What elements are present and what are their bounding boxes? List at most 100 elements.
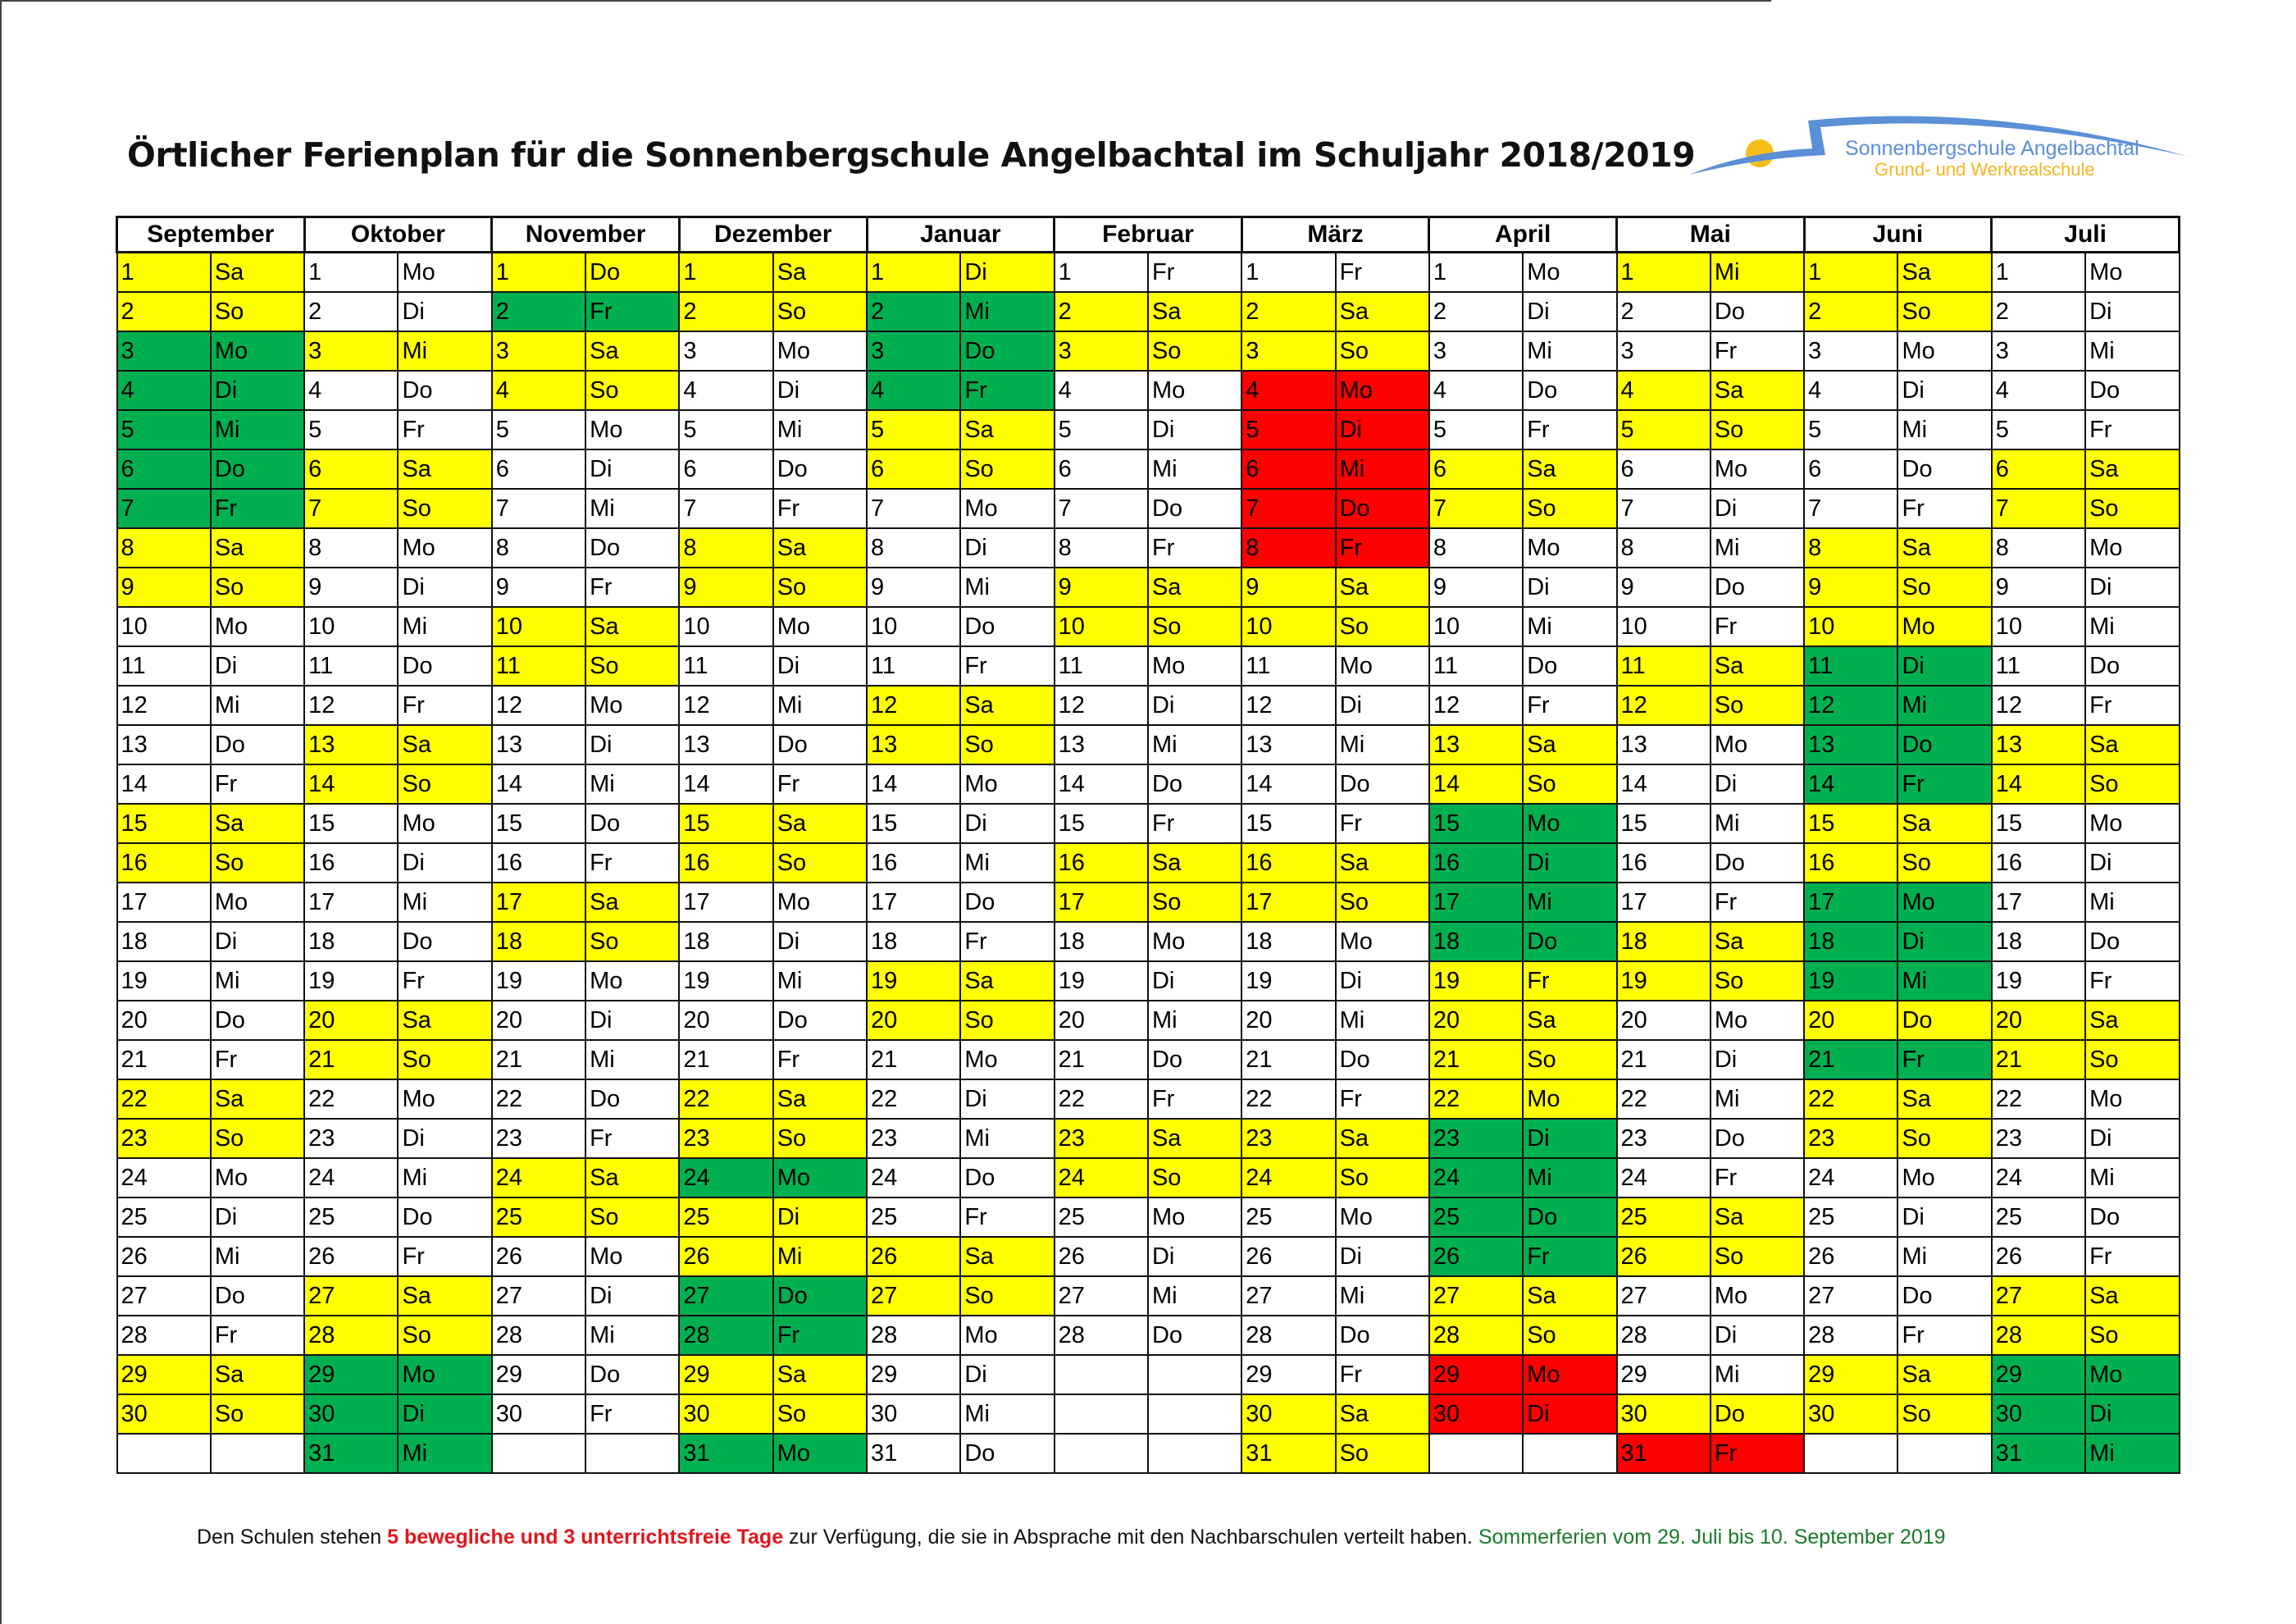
weekday: So <box>1334 606 1430 647</box>
day-number: 8 <box>865 527 962 568</box>
day-number: 11 <box>1241 645 1337 687</box>
weekday: Sa <box>1897 527 1993 568</box>
day-number: 28 <box>116 1315 212 1356</box>
day-number: 19 <box>1803 960 1899 1001</box>
day-number: 20 <box>678 1000 774 1041</box>
day-row: 17 Mo 17 Mi 17 Sa 17 Mo 17 Do 17 So 17 So 17 Mi 17 Fr 17 Mo… <box>116 882 2180 923</box>
day-number: 28 <box>1803 1315 1899 1356</box>
day-number: 31 <box>303 1433 399 1474</box>
weekday: Di <box>2084 1394 2180 1435</box>
day-number: 22 <box>116 1079 212 1120</box>
day-number: 6 <box>303 449 399 490</box>
day-number: 30 <box>303 1394 399 1435</box>
weekday: Do <box>1897 724 1993 765</box>
day-number: 6 <box>1053 449 1149 490</box>
day-number: 18 <box>1428 921 1524 962</box>
day-number: 16 <box>303 842 399 883</box>
weekday: Mo <box>1709 724 1806 765</box>
day-number: 23 <box>678 1118 774 1159</box>
day-number: 26 <box>1053 1236 1149 1277</box>
day-number: 2 <box>1241 291 1337 332</box>
weekday: Di <box>1522 842 1618 883</box>
day-number: 5 <box>1803 409 1899 450</box>
weekday: Sa <box>585 882 681 923</box>
day-number: 5 <box>1053 409 1149 450</box>
day-number: 30 <box>1428 1394 1524 1435</box>
weekday: Mo <box>585 960 681 1001</box>
day-number: 18 <box>1990 921 2087 962</box>
day-number: 13 <box>1990 724 2087 765</box>
weekday: Di <box>1522 1118 1618 1159</box>
weekday: Di <box>1897 921 1993 962</box>
weekday: Di <box>585 449 681 490</box>
weekday: Do <box>397 921 493 962</box>
day-number: 7 <box>1615 488 1711 529</box>
weekday: So <box>1897 291 1993 332</box>
weekday: Fr <box>1897 764 1993 805</box>
weekday: Mi <box>397 331 493 372</box>
weekday: Do <box>1709 1394 1806 1435</box>
weekday: So <box>209 291 306 332</box>
weekday: Fr <box>1709 882 1806 923</box>
weekday: Mi <box>2084 882 2180 923</box>
day-number: 27 <box>865 1275 962 1316</box>
day-number: 30 <box>1803 1394 1899 1435</box>
weekday: Di <box>959 803 1055 844</box>
day-number: 8 <box>1241 527 1337 568</box>
weekday: Do <box>1146 764 1243 805</box>
weekday: Sa <box>585 1157 681 1198</box>
weekday: Fr <box>2084 1236 2180 1277</box>
weekday: Mo <box>772 1433 868 1474</box>
day-number: 5 <box>1428 409 1524 450</box>
weekday: Sa <box>772 1354 868 1395</box>
weekday: Mi <box>397 882 493 923</box>
weekday: So <box>1522 764 1618 805</box>
weekday: Fr <box>1146 803 1243 844</box>
weekday: Di <box>209 1197 306 1238</box>
day-number: 11 <box>1803 645 1899 687</box>
weekday: Fr <box>1897 488 1993 529</box>
day-number: 19 <box>865 960 962 1001</box>
weekday: Fr <box>397 685 493 726</box>
day-row: 1 Sa 1 Mo 1 Do 1 Sa 1 Di 1 Fr 1 Fr 1 Mo 1 Mi 1 Sa 1 Mo <box>116 251 2180 293</box>
weekday: Fr <box>959 1197 1055 1238</box>
weekday: Mo <box>1522 251 1618 293</box>
day-number: 26 <box>865 1236 962 1277</box>
month-header: September <box>116 216 306 253</box>
day-number: 4 <box>1990 370 2087 411</box>
day-row: 30 So 30 Di 30 Fr 30 So 30 Mi 30 Sa 30 Di 30 Do 30 So 30 Di <box>116 1394 2180 1435</box>
day-number: 9 <box>1803 567 1899 608</box>
day-row: 22 Sa 22 Mo 22 Do 22 Sa 22 Di 22 Fr 22 Fr 22 Mo 22 Mi 22 Sa… <box>116 1079 2180 1120</box>
day-row: 3 Mo 3 Mi 3 Sa 3 Mo 3 Do 3 So 3 So 3 Mi 3 Fr 3 Mo 3 Mi <box>116 331 2180 372</box>
day-number: 26 <box>1990 1236 2087 1277</box>
day-row: 27 Do 27 Sa 27 Di 27 Do 27 So 27 Mi 27 Mi 27 Sa 27 Mo 27 Do… <box>116 1275 2180 1316</box>
day-number: 21 <box>1615 1039 1711 1080</box>
day-number: 17 <box>303 882 399 923</box>
day-number: 12 <box>1428 685 1524 726</box>
day-number: 21 <box>865 1039 962 1080</box>
day-number: 22 <box>678 1079 774 1120</box>
day-number: 8 <box>1428 527 1524 568</box>
weekday: Mo <box>209 1157 306 1198</box>
weekday: Mi <box>1897 409 1993 450</box>
weekday: Mo <box>772 606 868 647</box>
day-number: 27 <box>678 1275 774 1316</box>
weekday: Do <box>585 1079 681 1120</box>
day-number: 7 <box>116 488 212 529</box>
day-number: 11 <box>1990 645 2087 687</box>
weekday: Do <box>585 1354 681 1395</box>
weekday: Fr <box>1334 1079 1430 1120</box>
day-number: 26 <box>1803 1236 1899 1277</box>
day-number: 25 <box>490 1197 587 1238</box>
day-number: 11 <box>303 645 399 687</box>
weekday: Sa <box>1522 449 1618 490</box>
weekday: So <box>1146 882 1243 923</box>
day-number: 14 <box>1615 764 1711 805</box>
weekday: Sa <box>772 251 868 293</box>
day-number: 10 <box>1615 606 1711 647</box>
day-number: 10 <box>1053 606 1149 647</box>
day-number: 4 <box>678 370 774 411</box>
weekday: Di <box>1709 488 1806 529</box>
day-number: 15 <box>1803 803 1899 844</box>
weekday: So <box>772 1118 868 1159</box>
